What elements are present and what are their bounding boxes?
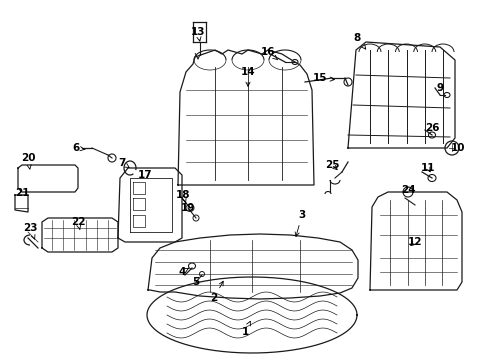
Text: 9: 9 xyxy=(436,83,443,93)
Text: 5: 5 xyxy=(192,277,199,287)
Text: 15: 15 xyxy=(312,73,334,83)
Text: 4: 4 xyxy=(178,267,188,277)
Text: 1: 1 xyxy=(241,321,250,337)
Text: 18: 18 xyxy=(175,190,190,203)
Text: 12: 12 xyxy=(407,237,421,247)
Text: 21: 21 xyxy=(15,188,29,198)
Text: 17: 17 xyxy=(138,170,152,180)
Text: 2: 2 xyxy=(210,281,223,303)
Text: 25: 25 xyxy=(324,160,339,170)
Text: 16: 16 xyxy=(260,47,277,60)
Text: 8: 8 xyxy=(353,33,365,49)
Text: 26: 26 xyxy=(424,123,438,133)
Text: 3: 3 xyxy=(295,210,305,237)
Text: 14: 14 xyxy=(240,67,255,86)
Text: 10: 10 xyxy=(450,143,464,153)
Text: 13: 13 xyxy=(190,27,205,41)
Text: 23: 23 xyxy=(23,223,37,239)
Text: 7: 7 xyxy=(118,158,129,168)
Text: 19: 19 xyxy=(181,203,195,213)
Text: 22: 22 xyxy=(71,217,85,230)
Text: 20: 20 xyxy=(20,153,35,169)
Text: 6: 6 xyxy=(72,143,85,153)
Text: 24: 24 xyxy=(400,185,414,195)
Text: 11: 11 xyxy=(420,163,434,173)
